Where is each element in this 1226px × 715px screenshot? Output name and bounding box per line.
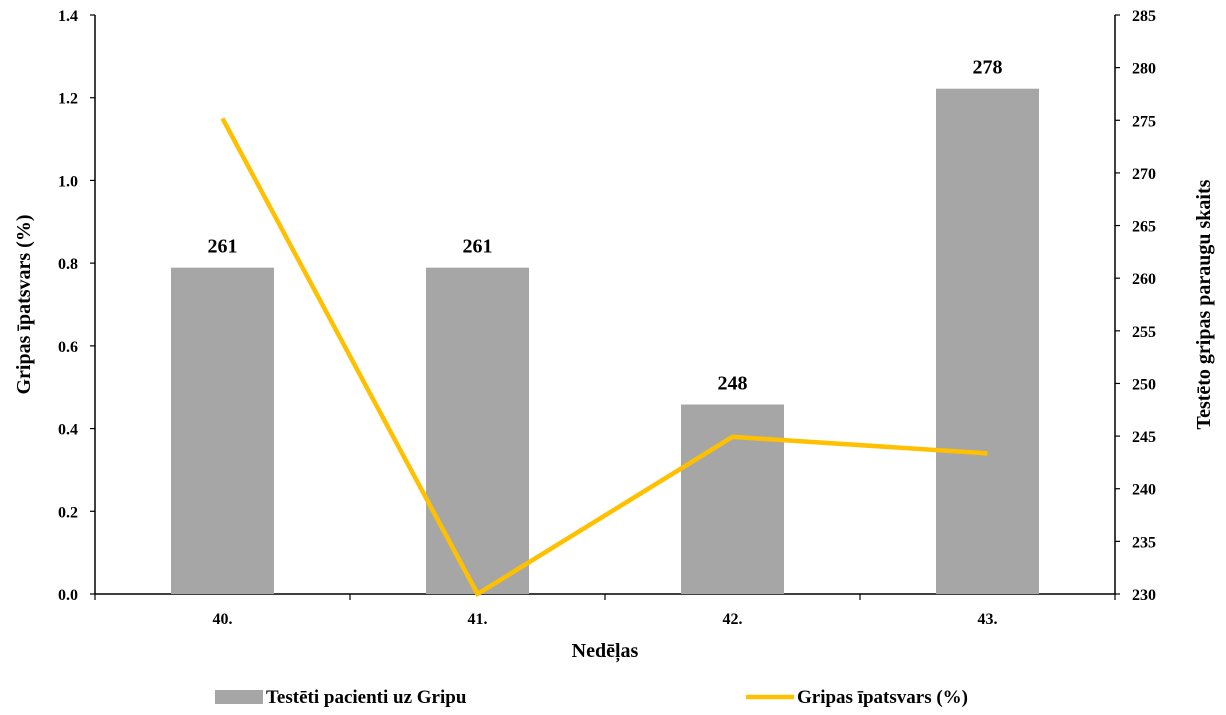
right-tick-label: 245 xyxy=(1132,429,1156,446)
x-tick-label: 40. xyxy=(213,611,233,628)
left-tick-label: 0.0 xyxy=(58,587,78,604)
left-tick-label: 1.2 xyxy=(58,91,78,108)
x-tick-label: 42. xyxy=(723,611,743,628)
right-tick-label: 285 xyxy=(1132,8,1156,25)
right-tick-label: 235 xyxy=(1132,534,1156,551)
left-tick-label: 1.4 xyxy=(58,8,78,25)
x-tick-label: 41. xyxy=(468,611,488,628)
right-tick-label: 280 xyxy=(1132,61,1156,78)
right-tick-label: 265 xyxy=(1132,219,1156,236)
legend-bar-label: Testēti pacienti uz Gripu xyxy=(266,687,467,708)
legend: Testēti pacienti uz Gripu Gripas īpatsvar… xyxy=(215,687,968,708)
axes-group: 0.0 0.2 0.4 0.6 0.8 1.0 1.2 1.4 230 235 240 245 250 2… xyxy=(13,8,1215,663)
bar-42 xyxy=(681,404,784,594)
labels-group: 261 261 248 278 xyxy=(208,57,1003,395)
left-tick-label: 0.6 xyxy=(58,339,78,356)
right-tick-label: 255 xyxy=(1132,324,1156,341)
right-tick-label: 260 xyxy=(1132,271,1156,288)
left-tick-label: 0.8 xyxy=(58,256,78,273)
right-tick-label: 270 xyxy=(1132,166,1156,183)
bar-data-label: 261 xyxy=(208,236,238,258)
right-tick-label: 230 xyxy=(1132,587,1156,604)
right-tick-label: 275 xyxy=(1132,113,1156,130)
left-tick-label: 0.4 xyxy=(58,422,78,439)
y-left-axis-title: Gripas īpatsvars (%) xyxy=(13,215,35,395)
line-series-gripas-ipatsvars xyxy=(220,117,988,598)
right-tick-label: 250 xyxy=(1132,376,1156,393)
y-right-axis-title: Testēto gripas paraugu skaits xyxy=(1193,179,1215,429)
left-tick-label: 1.0 xyxy=(58,173,78,190)
bar-41 xyxy=(426,267,529,594)
line-group xyxy=(220,117,988,598)
x-tick-label: 43. xyxy=(978,611,998,628)
right-tick-label: 240 xyxy=(1132,482,1156,499)
left-tick-label: 0.2 xyxy=(58,504,78,521)
bar-43 xyxy=(936,88,1039,594)
bar-data-label: 261 xyxy=(463,236,493,258)
x-axis-title: Nedēļas xyxy=(572,640,639,663)
legend-bar-swatch xyxy=(215,690,263,704)
bar-data-label: 248 xyxy=(718,373,748,395)
legend-line-label: Gripas īpatsvars (%) xyxy=(797,687,968,708)
bars-group xyxy=(171,88,1039,594)
bar-data-label: 278 xyxy=(973,57,1003,79)
bar-40 xyxy=(171,267,274,594)
